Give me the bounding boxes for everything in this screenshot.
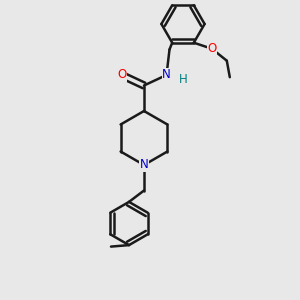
- Text: O: O: [117, 68, 126, 82]
- Text: O: O: [207, 42, 216, 55]
- Text: N: N: [140, 158, 148, 172]
- Text: H: H: [178, 73, 188, 86]
- Text: N: N: [162, 68, 171, 82]
